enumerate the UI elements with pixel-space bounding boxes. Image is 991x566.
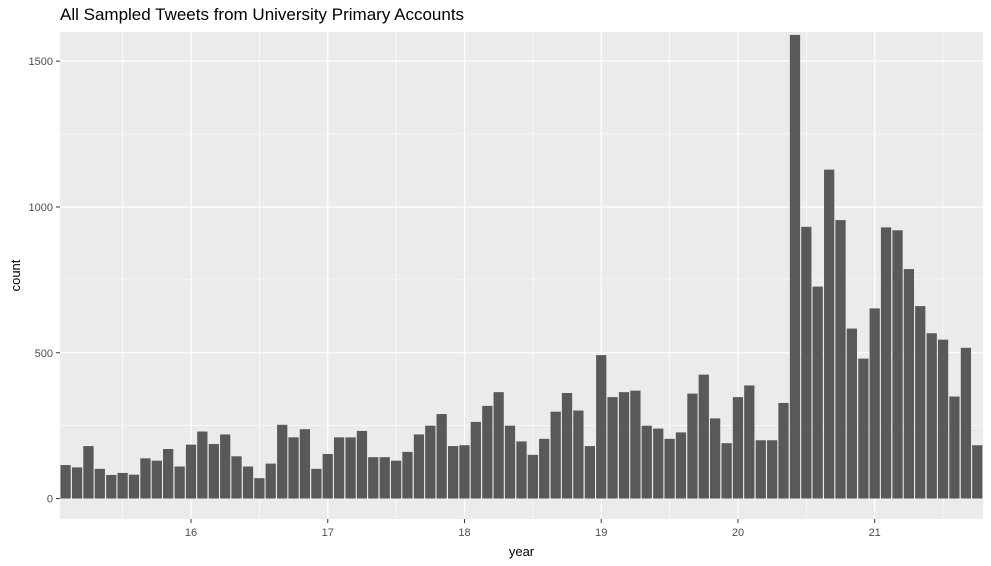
bar — [903, 269, 915, 499]
bar — [789, 34, 801, 499]
bar — [277, 424, 288, 499]
bar — [630, 390, 641, 499]
bar — [322, 453, 333, 499]
bar — [755, 440, 766, 499]
bar — [197, 431, 208, 499]
bar — [425, 425, 436, 499]
bar — [231, 456, 242, 499]
bar — [516, 441, 527, 499]
bar — [618, 392, 630, 499]
bar — [470, 421, 481, 499]
bar — [812, 286, 823, 499]
bar — [596, 355, 607, 499]
bar — [448, 446, 459, 499]
bar — [675, 432, 687, 499]
bar — [299, 429, 311, 499]
bar — [915, 306, 926, 499]
bar — [653, 428, 664, 499]
bar — [265, 463, 276, 499]
bar — [846, 328, 857, 499]
bar — [459, 445, 470, 499]
bar — [926, 333, 937, 499]
bar — [140, 458, 151, 499]
bar — [504, 425, 516, 499]
bar — [801, 226, 812, 499]
bar — [220, 434, 231, 499]
bar — [83, 446, 94, 499]
bar — [937, 339, 949, 499]
bar — [778, 402, 789, 499]
bar — [117, 472, 128, 499]
bar — [550, 411, 561, 499]
chart-title: All Sampled Tweets from University Prima… — [60, 5, 465, 24]
bar — [493, 392, 504, 499]
bar — [709, 418, 721, 499]
bar — [607, 397, 618, 499]
y-tick-label: 0 — [47, 494, 53, 506]
bar — [94, 468, 105, 499]
x-tick-label: 16 — [185, 527, 197, 539]
bar — [698, 374, 709, 499]
bar — [732, 397, 744, 499]
bar — [379, 457, 390, 499]
bar — [539, 438, 550, 499]
bar — [824, 169, 835, 499]
bar — [208, 444, 219, 499]
bar — [333, 437, 345, 499]
bar — [345, 437, 356, 499]
x-tick-label: 19 — [595, 527, 607, 539]
bar — [311, 468, 322, 499]
bar — [174, 466, 185, 499]
bar — [641, 425, 652, 499]
x-tick-label: 18 — [458, 527, 470, 539]
bar — [242, 466, 254, 499]
bar — [972, 445, 983, 499]
bar — [835, 220, 846, 499]
bar — [527, 454, 538, 499]
bar — [767, 440, 778, 499]
x-tick-label: 21 — [869, 527, 881, 539]
bar — [880, 227, 892, 499]
bar — [128, 474, 140, 499]
bar — [390, 460, 402, 499]
bar — [60, 465, 71, 499]
bar — [413, 434, 425, 499]
bar — [288, 437, 299, 499]
bar — [163, 449, 174, 499]
bar — [561, 393, 573, 499]
bar — [858, 358, 869, 499]
x-axis-title: year — [509, 544, 535, 559]
x-tick-label: 20 — [732, 527, 744, 539]
bar — [573, 410, 584, 499]
y-tick-label: 1500 — [29, 56, 53, 68]
bar — [482, 405, 493, 499]
x-tick-label: 17 — [322, 527, 334, 539]
bar — [151, 460, 162, 499]
bar — [949, 396, 960, 499]
bar — [744, 385, 755, 499]
bar — [584, 446, 595, 499]
bar — [368, 457, 379, 499]
bar — [71, 467, 83, 499]
bar — [106, 474, 117, 499]
bar — [254, 478, 265, 499]
y-tick-label: 1000 — [29, 202, 53, 214]
bar — [721, 443, 732, 499]
bar — [664, 438, 675, 499]
bar — [185, 444, 197, 499]
bar — [402, 451, 413, 499]
bar — [869, 308, 880, 499]
bar — [436, 414, 447, 499]
y-axis-title: count — [8, 259, 23, 291]
bar — [960, 347, 972, 499]
bar — [687, 393, 698, 499]
bar — [356, 430, 368, 499]
y-tick-label: 500 — [35, 348, 53, 360]
bar — [892, 230, 903, 499]
